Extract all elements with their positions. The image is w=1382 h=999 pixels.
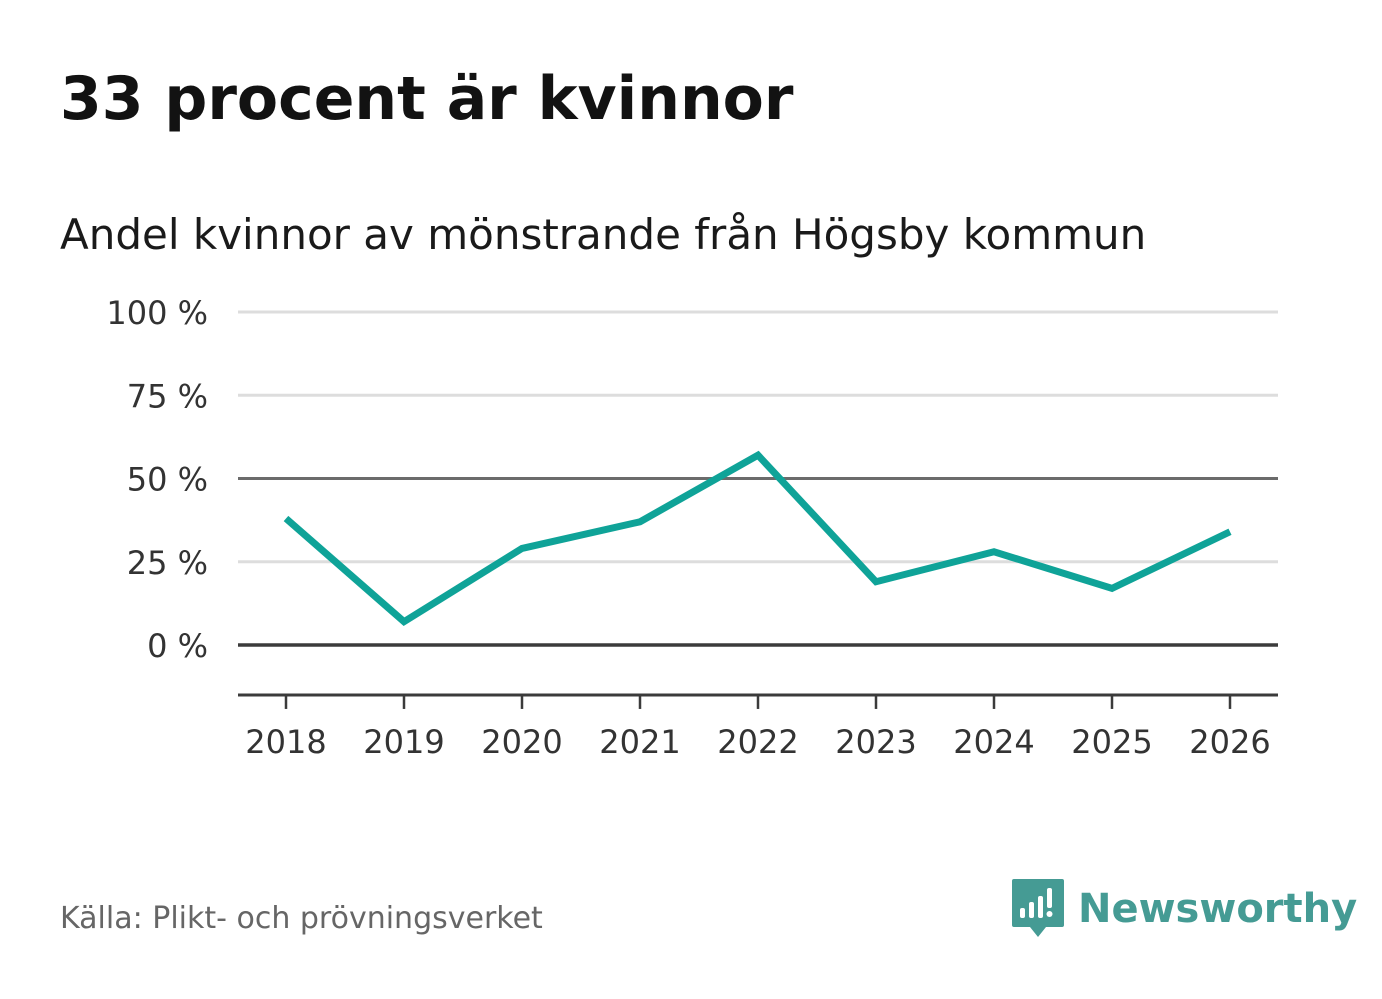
series-layer xyxy=(283,450,1232,627)
series-line-0 xyxy=(283,450,1232,627)
x-tick-label: 2018 xyxy=(245,723,326,761)
axis-layer: 0 % 25 % 50 % 75 % 100 % 2018 2019 2020 2021 2022… xyxy=(106,294,1278,761)
x-tick-label: 2023 xyxy=(835,723,916,761)
brand-logo: Newsworthy xyxy=(1010,876,1357,942)
x-tick-label: 2022 xyxy=(717,723,798,761)
chart-title: 33 procent är kvinnor xyxy=(60,64,794,134)
y-tick-label: 100 % xyxy=(106,294,208,332)
x-tick-label: 2019 xyxy=(363,723,444,761)
x-tick-label: 2025 xyxy=(1071,723,1152,761)
chart-subtitle: Andel kvinnor av mönstrande från Högsby … xyxy=(60,210,1147,259)
y-tick-label: 50 % xyxy=(127,461,208,499)
x-tick-label: 2020 xyxy=(481,723,562,761)
bar-chart-speech-bubble-icon xyxy=(1012,879,1064,937)
y-tick-label: 75 % xyxy=(127,377,208,415)
brand-name: Newsworthy xyxy=(1078,886,1358,932)
x-tick-label: 2021 xyxy=(599,723,680,761)
y-tick-label: 0 % xyxy=(147,627,208,665)
x-tick-label: 2024 xyxy=(953,723,1034,761)
y-tick-label: 25 % xyxy=(127,544,208,582)
x-tick-label: 2026 xyxy=(1189,723,1270,761)
grid-layer xyxy=(238,310,1278,647)
source-note: Källa: Plikt- och prövningsverket xyxy=(60,901,543,936)
